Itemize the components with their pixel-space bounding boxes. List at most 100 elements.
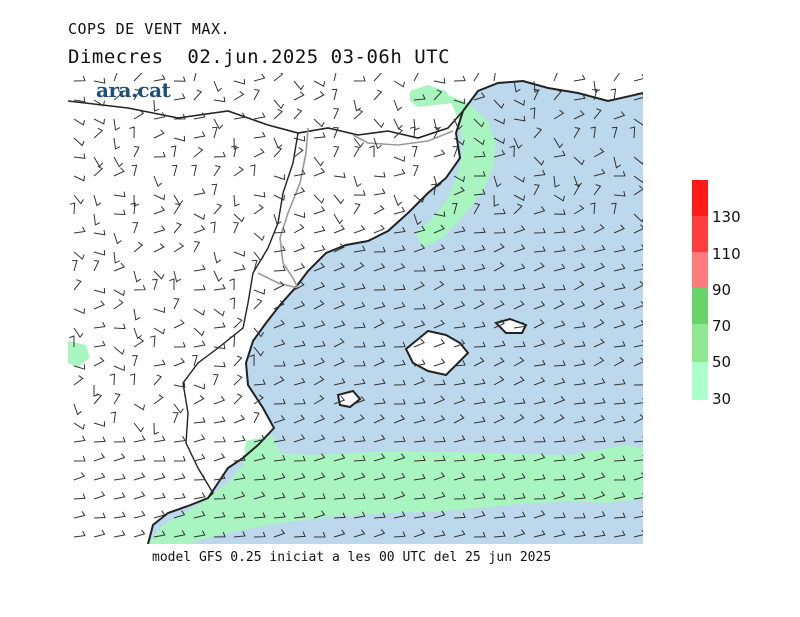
wind-barb: [173, 298, 180, 310]
wind-barb: [233, 90, 245, 101]
wind-barb: [113, 73, 118, 82]
wind-barb: [113, 323, 126, 330]
wind-barb: [93, 249, 106, 256]
wind-barb: [253, 346, 264, 357]
wind-barb: [173, 270, 182, 283]
wind-barb: [553, 339, 566, 348]
wind-barb: [573, 359, 586, 367]
wind-barb: [453, 244, 466, 253]
wind-barb: [93, 118, 105, 125]
wind-barb: [533, 246, 546, 253]
ibiza-island: [336, 389, 362, 409]
wind-barb: [613, 283, 626, 291]
wind-barb: [493, 118, 505, 125]
wind-barb: [170, 145, 177, 158]
wind-barb: [169, 278, 175, 290]
wind-barb: [153, 472, 166, 481]
wind-barb: [173, 93, 186, 101]
wind-barb: [93, 421, 106, 427]
wind-barb: [93, 321, 106, 329]
wind-barb: [193, 383, 205, 390]
wind-barb: [473, 474, 486, 481]
wind-barb: [212, 126, 218, 139]
wind-barb: [613, 263, 626, 272]
wind-barb: [409, 126, 416, 139]
wind-barb: [613, 356, 625, 367]
wind-barb: [273, 99, 285, 110]
wind-barb: [613, 111, 626, 120]
wind-barb: [173, 510, 186, 519]
wind-barb: [533, 339, 546, 348]
wind-barb: [250, 164, 256, 177]
wind-barb: [593, 281, 606, 291]
wind-barb: [213, 308, 225, 317]
wind-barb: [393, 194, 403, 207]
wind-barb: [613, 436, 626, 443]
wind-barb: [413, 397, 426, 405]
wind-barb: [473, 263, 486, 272]
wind-barb: [93, 385, 99, 397]
wind-barb: [133, 327, 142, 340]
wind-barb: [613, 224, 625, 234]
wind-barb: [473, 531, 486, 538]
legend-swatch-mint: [692, 362, 708, 400]
wind-barb: [233, 222, 240, 234]
wind-barb: [509, 145, 515, 158]
wind-barb: [229, 297, 236, 310]
wind-barb: [353, 472, 366, 481]
wind-barb: [133, 284, 146, 291]
wind-barb: [273, 213, 282, 226]
wind-barb: [633, 455, 643, 462]
wind-barb: [273, 473, 286, 481]
wind-barb: [573, 341, 586, 348]
wind-barb: [273, 398, 286, 405]
wind-barb: [293, 377, 306, 386]
wind-barb: [110, 411, 117, 424]
wind-barb: [173, 530, 186, 538]
wind-barb: [273, 108, 283, 120]
wind-barb: [133, 422, 144, 433]
wind-barb: [413, 415, 426, 424]
wind-barb: [93, 229, 106, 236]
wind-barb: [433, 265, 446, 272]
wind-barb: [333, 435, 346, 443]
wind-barb: [193, 264, 206, 272]
wind-barb: [613, 475, 626, 481]
wind-barb: [153, 374, 163, 386]
wind-barb: [153, 129, 165, 139]
wind-barb: [553, 137, 564, 149]
legend-swatch-green: [692, 288, 708, 324]
wind-barb: [253, 394, 264, 405]
wind-barb: [353, 203, 361, 215]
wind-barb: [153, 74, 166, 82]
wind-barb: [553, 194, 565, 202]
wind-barb: [211, 183, 218, 196]
wind-barb: [113, 209, 126, 216]
wind-barb: [493, 454, 506, 462]
wind-barb: [513, 244, 526, 253]
wind-barb: [633, 414, 643, 424]
wind-barb: [333, 320, 346, 329]
wind-barb: [69, 335, 75, 347]
wind-barb: [353, 262, 365, 272]
wind-barb: [213, 203, 223, 215]
wind-barb: [73, 435, 86, 443]
wind-barb: [353, 190, 366, 196]
wind-barb: [533, 529, 546, 538]
wind-barb: [253, 288, 265, 295]
model-footer: model GFS 0.25 iniciat a les 00 UTC del …: [152, 550, 552, 565]
wind-barb: [313, 156, 324, 167]
wind-barb: [353, 322, 366, 329]
wind-barb: [473, 416, 486, 424]
wind-barb: [453, 98, 465, 105]
wind-barb: [71, 259, 78, 272]
wind-barb: [393, 379, 406, 386]
wind-barb: [353, 529, 366, 538]
wind-barb: [513, 436, 526, 443]
wind-barb: [451, 202, 458, 215]
wind-barb: [113, 118, 121, 131]
wind-barb: [313, 472, 326, 481]
legend-swatch-red: [692, 180, 708, 216]
wind-barb: [353, 245, 366, 253]
wind-barb: [93, 512, 106, 519]
